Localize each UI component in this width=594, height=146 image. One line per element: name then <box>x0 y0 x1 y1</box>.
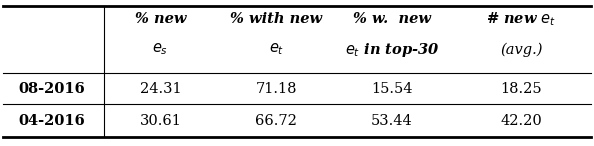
Text: 66.72: 66.72 <box>255 114 297 128</box>
Text: 04-2016: 04-2016 <box>18 114 86 128</box>
Text: 30.61: 30.61 <box>140 114 181 128</box>
Text: $e_t$: $e_t$ <box>268 42 284 58</box>
Text: 24.31: 24.31 <box>140 82 181 96</box>
Text: (avg.): (avg.) <box>500 42 542 57</box>
Text: $e_t$ in top-30: $e_t$ in top-30 <box>345 41 440 59</box>
Text: 42.20: 42.20 <box>500 114 542 128</box>
Text: $e_s$: $e_s$ <box>152 42 169 58</box>
Text: 15.54: 15.54 <box>371 82 413 96</box>
Text: % new: % new <box>135 12 186 26</box>
Text: # new $e_t$: # new $e_t$ <box>486 10 557 28</box>
Text: 08-2016: 08-2016 <box>18 82 86 96</box>
Text: 53.44: 53.44 <box>371 114 413 128</box>
Text: % w.  new: % w. new <box>353 12 431 26</box>
Text: 18.25: 18.25 <box>500 82 542 96</box>
Text: % with new: % with new <box>230 12 323 26</box>
Text: 71.18: 71.18 <box>255 82 297 96</box>
